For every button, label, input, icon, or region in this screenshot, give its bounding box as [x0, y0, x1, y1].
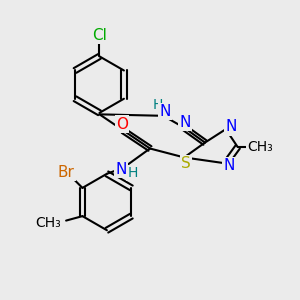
Text: O: O: [116, 117, 128, 132]
Text: Br: Br: [58, 165, 74, 180]
Text: N: N: [159, 104, 170, 119]
Text: H: H: [128, 166, 138, 180]
Text: N: N: [115, 162, 127, 177]
Text: N: N: [179, 115, 191, 130]
Text: N: N: [224, 158, 235, 173]
Text: H: H: [152, 98, 163, 112]
Text: N: N: [226, 119, 237, 134]
Text: S: S: [181, 157, 190, 172]
Text: Cl: Cl: [92, 28, 107, 43]
Text: CH₃: CH₃: [247, 140, 273, 154]
Text: CH₃: CH₃: [35, 216, 61, 230]
